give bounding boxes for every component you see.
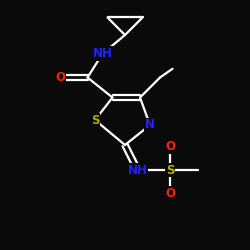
Text: S: S bbox=[91, 114, 99, 126]
Text: NH: NH bbox=[92, 47, 112, 60]
Text: O: O bbox=[165, 187, 175, 200]
Text: S: S bbox=[166, 164, 174, 176]
Text: N: N bbox=[145, 118, 155, 132]
Text: NH: NH bbox=[128, 164, 148, 176]
Text: O: O bbox=[165, 140, 175, 153]
Text: O: O bbox=[55, 71, 65, 84]
